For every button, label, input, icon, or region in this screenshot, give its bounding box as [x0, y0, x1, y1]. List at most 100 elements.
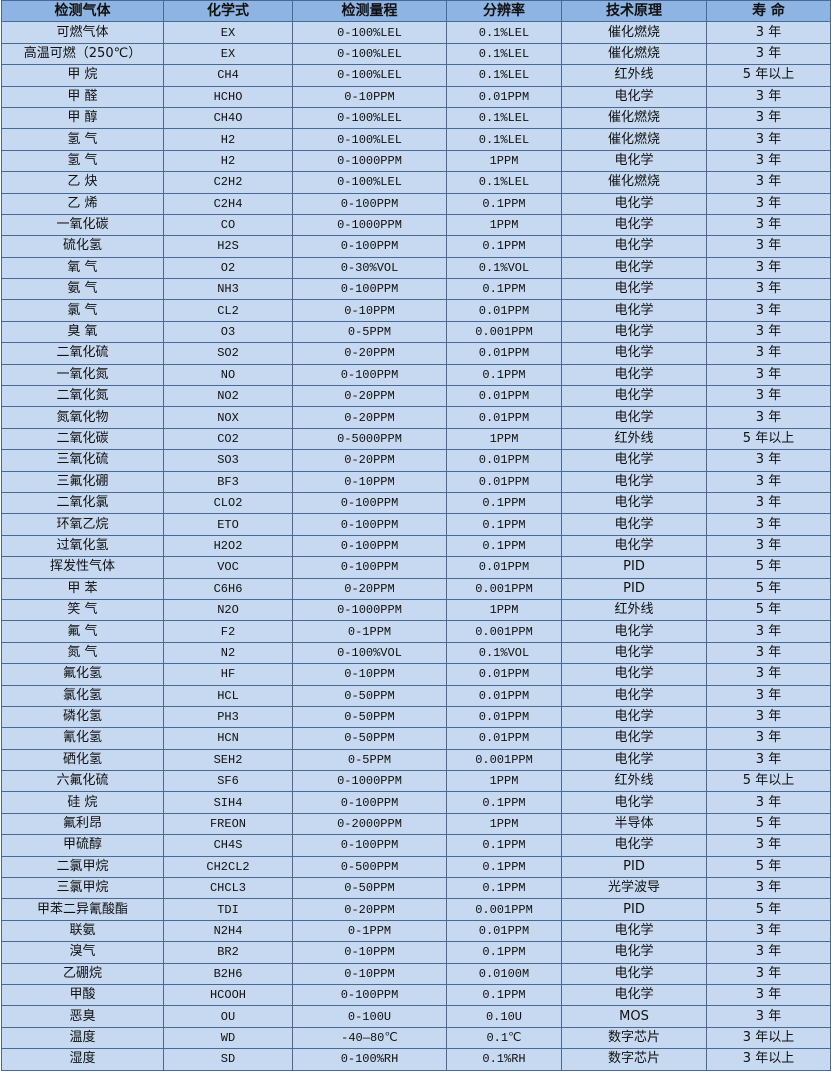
cell-resolution: 0.01PPM — [446, 705, 562, 729]
cell-formula: SF6 — [163, 770, 293, 793]
table-row: 氰化氢 HCN 0-50PPM 0.01PPM 电化学 3 年 — [1, 727, 831, 750]
cell-formula: N2O — [163, 598, 293, 622]
table-row: 高温可燃（250℃） EX 0-100%LEL 0.1%LEL 催化燃烧 3 年 — [1, 42, 831, 66]
cell-range: 0-20PPM — [292, 385, 447, 408]
table-row: 乙硼烷 B2H6 0-10PPM 0.0100M 电化学 3 年 — [1, 962, 831, 985]
cell-principle: 电化学 — [561, 342, 707, 365]
table-row: 氨 气 NH3 0-100PPM 0.1PPM 电化学 3 年 — [1, 278, 831, 301]
cell-gas-name: 乙 烯 — [1, 192, 164, 215]
cell-principle: 电化学 — [561, 534, 707, 558]
cell-principle: PID — [561, 577, 707, 600]
cell-formula: O2 — [163, 256, 293, 280]
cell-range: 0-100PPM — [292, 513, 447, 536]
table-row: 三氯甲烷 CHCL3 0-50PPM 0.1PPM 光学波导 3 年 — [1, 877, 831, 900]
cell-range: 0-100%LEL — [292, 42, 447, 66]
cell-resolution: 0.01PPM — [446, 449, 562, 472]
cell-lifespan: 3 年 — [706, 21, 831, 44]
cell-lifespan: 3 年 — [706, 213, 831, 237]
cell-formula: CO2 — [163, 427, 293, 451]
cell-gas-name: 可燃气体 — [1, 21, 164, 44]
cell-formula: H2O2 — [163, 534, 293, 558]
cell-formula: SD — [163, 1048, 293, 1071]
table-row: 挥发性气体 VOC 0-100PPM 0.01PPM PID 5 年 — [1, 556, 831, 579]
cell-range: 0-100PPM — [292, 791, 447, 814]
cell-lifespan: 3 年以上 — [706, 1026, 831, 1050]
cell-resolution: 0.01PPM — [446, 919, 562, 943]
cell-resolution: 0.1%LEL — [446, 106, 562, 130]
cell-resolution: 1PPM — [446, 149, 562, 173]
cell-resolution: 0.1PPM — [446, 278, 562, 301]
table-row: 氮 气 N2 0-100%VOL 0.1%VOL 电化学 3 年 — [1, 641, 831, 665]
cell-lifespan: 3 年 — [706, 106, 831, 130]
cell-lifespan: 3 年以上 — [706, 1048, 831, 1071]
cell-resolution: 1PPM — [446, 427, 562, 451]
table-row: 溴气 BR2 0-10PPM 0.1PPM 电化学 3 年 — [1, 941, 831, 964]
cell-formula: CH2CL2 — [163, 855, 293, 879]
cell-range: 0-1000PPM — [292, 770, 447, 793]
cell-lifespan: 3 年 — [706, 128, 831, 151]
cell-lifespan: 3 年 — [706, 85, 831, 108]
cell-principle: PID — [561, 855, 707, 879]
cell-formula: HCN — [163, 727, 293, 750]
cell-formula: CL2 — [163, 299, 293, 322]
cell-formula: O3 — [163, 320, 293, 344]
cell-range: 0-10PPM — [292, 299, 447, 322]
cell-principle: 红外线 — [561, 770, 707, 793]
cell-range: 0-10PPM — [292, 663, 447, 686]
cell-principle: 电化学 — [561, 491, 707, 515]
table-row: 联氨 N2H4 0-1PPM 0.01PPM 电化学 3 年 — [1, 919, 831, 943]
table-row: 甲苯二异氰酸酯 TDI 0-20PPM 0.001PPM PID 5 年 — [1, 898, 831, 921]
cell-resolution: 0.001PPM — [446, 320, 562, 344]
cell-resolution: 0.1PPM — [446, 534, 562, 558]
cell-gas-name: 氟利昂 — [1, 812, 164, 836]
cell-lifespan: 3 年 — [706, 1005, 831, 1028]
cell-gas-name: 一氧化碳 — [1, 213, 164, 237]
cell-lifespan: 3 年 — [706, 491, 831, 515]
cell-gas-name: 甲 烷 — [1, 64, 164, 87]
cell-lifespan: 3 年 — [706, 171, 831, 194]
column-header-principle: 技术原理 — [561, 0, 707, 23]
cell-principle: 电化学 — [561, 513, 707, 536]
cell-gas-name: 三氯甲烷 — [1, 877, 164, 900]
cell-gas-name: 高温可燃（250℃） — [1, 42, 164, 66]
cell-range: 0-1000PPM — [292, 149, 447, 173]
cell-resolution: 0.01PPM — [446, 684, 562, 707]
column-header-resolution: 分辨率 — [446, 0, 562, 23]
column-header-range: 检测量程 — [292, 0, 447, 23]
table-row: 氯 气 CL2 0-10PPM 0.01PPM 电化学 3 年 — [1, 299, 831, 322]
cell-range: 0-500PPM — [292, 855, 447, 879]
cell-range: 0-50PPM — [292, 877, 447, 900]
cell-principle: 电化学 — [561, 791, 707, 814]
cell-gas-name: 氢 气 — [1, 128, 164, 151]
table-row: 二氧化碳 CO2 0-5000PPM 1PPM 红外线 5 年以上 — [1, 427, 831, 451]
cell-principle: 电化学 — [561, 727, 707, 750]
cell-range: 0-10PPM — [292, 85, 447, 108]
cell-range: 0-100PPM — [292, 534, 447, 558]
cell-gas-name: 二氧化氮 — [1, 385, 164, 408]
cell-principle: PID — [561, 898, 707, 921]
table-row: 二氧化氯 CLO2 0-100PPM 0.1PPM 电化学 3 年 — [1, 491, 831, 515]
cell-formula: NO — [163, 363, 293, 387]
cell-gas-name: 氰化氢 — [1, 727, 164, 750]
cell-lifespan: 3 年 — [706, 406, 831, 429]
cell-gas-name: 氯 气 — [1, 299, 164, 322]
table-row: 甲 苯 C6H6 0-20PPM 0.001PPM PID 5 年 — [1, 577, 831, 600]
cell-principle: 电化学 — [561, 235, 707, 258]
table-row: 三氧化硫 SO3 0-20PPM 0.01PPM 电化学 3 年 — [1, 449, 831, 472]
cell-gas-name: 磷化氢 — [1, 705, 164, 729]
cell-resolution: 0.10U — [446, 1005, 562, 1028]
cell-formula: ETO — [163, 513, 293, 536]
table-row: 磷化氢 PH3 0-50PPM 0.01PPM 电化学 3 年 — [1, 705, 831, 729]
cell-formula: PH3 — [163, 705, 293, 729]
cell-gas-name: 氟 气 — [1, 620, 164, 643]
cell-formula: SO3 — [163, 449, 293, 472]
cell-principle: 电化学 — [561, 983, 707, 1007]
cell-gas-name: 一氧化氮 — [1, 363, 164, 387]
cell-principle: 电化学 — [561, 320, 707, 344]
cell-resolution: 1PPM — [446, 770, 562, 793]
cell-principle: 红外线 — [561, 64, 707, 87]
cell-range: 0-100%LEL — [292, 106, 447, 130]
cell-gas-name: 挥发性气体 — [1, 556, 164, 579]
cell-principle: 电化学 — [561, 213, 707, 237]
